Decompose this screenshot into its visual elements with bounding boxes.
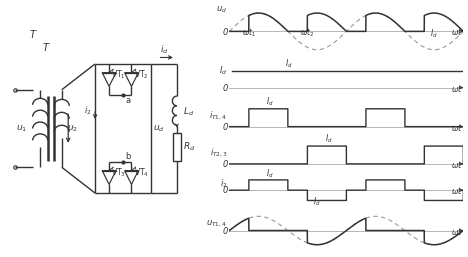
Text: 0: 0: [223, 186, 228, 195]
Text: $i_2$: $i_2$: [220, 178, 227, 190]
Text: b: b: [125, 152, 131, 161]
Text: $i_{T2,3}$: $i_{T2,3}$: [210, 146, 227, 159]
Text: 0: 0: [223, 123, 228, 132]
Text: $I_d$: $I_d$: [266, 167, 274, 180]
Text: T: T: [29, 30, 36, 40]
Text: $u_2$: $u_2$: [67, 123, 78, 134]
Text: $L_d$: $L_d$: [183, 105, 194, 117]
Text: $i_d$: $i_d$: [160, 43, 168, 56]
Text: $u_{T1,4}$: $u_{T1,4}$: [206, 218, 227, 228]
Text: $\omega t$: $\omega t$: [451, 122, 462, 133]
Text: $i_{T1,4}$: $i_{T1,4}$: [209, 109, 227, 122]
Text: $I_d$: $I_d$: [285, 58, 293, 70]
Text: $I_d$: $I_d$: [266, 95, 274, 108]
Text: VT$_3$: VT$_3$: [111, 167, 126, 179]
Text: $\omega t$: $\omega t$: [451, 83, 462, 94]
Text: $I_d$: $I_d$: [430, 27, 438, 40]
Text: $R_d$: $R_d$: [183, 141, 195, 153]
Text: $\omega t_2$: $\omega t_2$: [300, 26, 314, 39]
Text: VT$_1$: VT$_1$: [111, 69, 126, 81]
Bar: [173, 133, 181, 161]
Text: $I_d$: $I_d$: [325, 133, 333, 145]
Text: $\omega t$: $\omega t$: [451, 26, 462, 38]
Text: T: T: [43, 43, 49, 53]
Text: 0: 0: [223, 160, 228, 170]
Text: VT$_4$: VT$_4$: [134, 167, 149, 179]
Text: $\omega t$: $\omega t$: [451, 226, 462, 237]
Text: $u_1$: $u_1$: [16, 123, 28, 134]
Text: $\omega t$: $\omega t$: [451, 185, 462, 196]
Text: $u_d$: $u_d$: [216, 4, 227, 15]
Text: $I_d$: $I_d$: [219, 65, 227, 77]
Text: $i_2$: $i_2$: [84, 104, 92, 117]
Text: VT$_2$: VT$_2$: [134, 69, 148, 81]
Text: $I_d$: $I_d$: [313, 195, 321, 208]
Text: 0: 0: [223, 28, 228, 37]
Text: 0: 0: [223, 84, 228, 93]
Text: 0: 0: [223, 227, 228, 236]
Text: a: a: [125, 96, 131, 105]
Text: $\omega t$: $\omega t$: [451, 159, 462, 170]
Text: $\omega t_1$: $\omega t_1$: [241, 26, 256, 39]
Text: $u_d$: $u_d$: [153, 123, 164, 134]
